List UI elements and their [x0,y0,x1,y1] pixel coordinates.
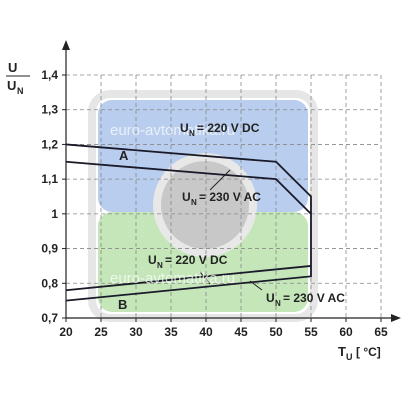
y-label-denominator: U [7,78,16,93]
annotation-rest: = 220 V DC [197,121,260,135]
annotation-main: U [182,190,191,204]
x-tick-label: 45 [234,325,248,339]
annotation-main: U [148,253,157,267]
y-tick-label: 1,2 [41,137,58,151]
curve-label: B [118,297,127,312]
leader [249,280,263,291]
annotation-sub: N [191,198,197,207]
x-tick-label: 35 [164,325,178,339]
annotation-sub: N [275,299,281,308]
y-tick-label: 1,4 [41,68,58,82]
series-line [65,213,312,302]
annotation-sub: N [189,129,195,138]
watermark: euro-avtomatika.ru [110,270,235,287]
annotation-sub: N [157,261,163,270]
leader [199,271,211,285]
annotation-rest: = 230 V AC [199,190,261,204]
x-tick-label: 20 [59,325,73,339]
x-label-unit: [ °C] [356,345,381,359]
x-label: T U [ °C] [338,344,381,362]
x-tick-label: 65 [374,325,388,339]
x-tick-label: 60 [339,325,353,339]
x-label-sub: U [346,352,353,362]
x-tick-label: 40 [199,325,213,339]
ticks: 0,7 0,8 0,9 1 1,1 1,2 1,3 1,4 20 25 30 35 40 45 50 55 60… [41,68,388,339]
watermark: euro-avtomatika.ru [110,122,235,139]
y-tick-label: 1,3 [41,103,58,117]
axes [62,40,401,322]
leader [209,169,231,191]
x-arrow [391,314,401,322]
y-arrow [62,40,70,50]
x-label-main: T [338,344,346,359]
lines [65,143,312,302]
x-tick-label: 30 [129,325,143,339]
x-tick-label: 25 [94,325,108,339]
x-tick-label: 55 [304,325,318,339]
annotations: ABU N = 220 V DCU N = 230 V ACU N = 220 V DCU N… [118,121,345,312]
series-line [65,143,312,214]
curve-label: A [119,148,129,163]
y-tick-label: 0,8 [41,276,58,290]
x-tick-label: 50 [269,325,283,339]
y-label-numerator: U [8,60,17,75]
green-zone [98,212,308,312]
y-label-subscript: N [17,86,24,96]
y-tick-label: 1 [51,207,58,221]
annotation-main: U [180,121,189,135]
logo-circle [153,153,257,257]
annotation-rest: = 220 V DC [165,253,228,267]
y-label: U U N [6,60,30,96]
annotation-rest: = 230 V AC [283,291,345,305]
y-tick-label: 0,9 [41,242,58,256]
annotation-main: U [266,291,275,305]
leaders [199,169,263,291]
y-tick-label: 0,7 [41,311,58,325]
series-line [65,265,312,292]
series-line [65,160,312,215]
y-tick-label: 1,1 [41,172,58,186]
